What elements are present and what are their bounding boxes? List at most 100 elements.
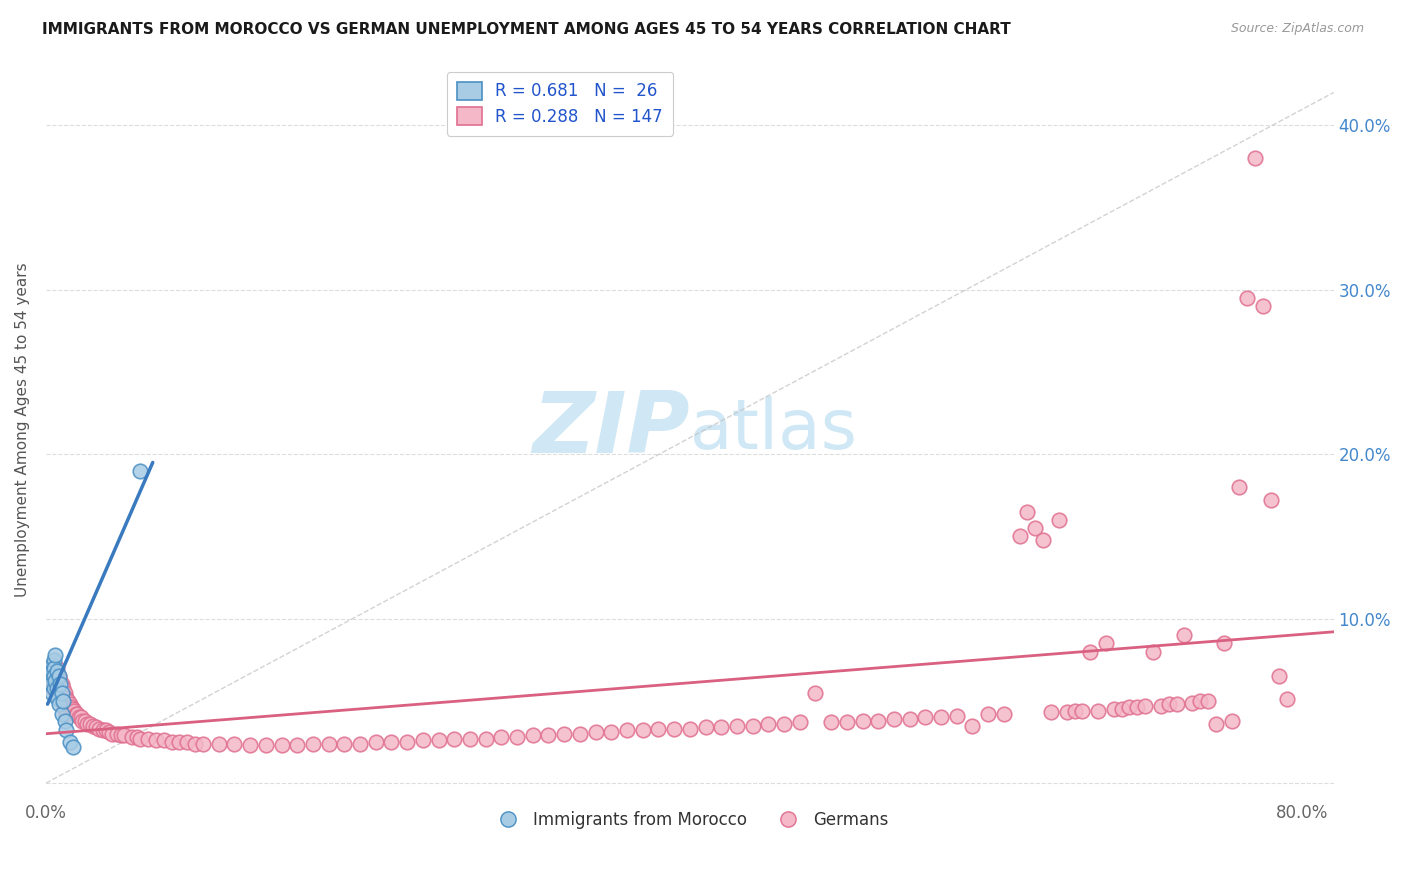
Point <box>208 737 231 751</box>
Point <box>58 697 80 711</box>
Point <box>1039 706 1062 720</box>
Point <box>75 714 97 728</box>
Point <box>69 710 91 724</box>
Point <box>1173 628 1195 642</box>
Point <box>993 706 1015 721</box>
Point <box>49 677 72 691</box>
Point <box>851 714 873 728</box>
Point <box>585 725 607 739</box>
Point <box>835 715 858 730</box>
Point <box>1126 700 1149 714</box>
Point <box>883 712 905 726</box>
Text: atlas: atlas <box>690 396 858 463</box>
Point <box>600 725 623 739</box>
Point <box>616 723 638 738</box>
Point <box>39 669 62 683</box>
Y-axis label: Unemployment Among Ages 45 to 54 years: Unemployment Among Ages 45 to 54 years <box>15 262 30 597</box>
Point <box>52 697 75 711</box>
Point <box>679 722 702 736</box>
Point <box>121 730 143 744</box>
Point <box>44 674 66 689</box>
Point <box>302 737 325 751</box>
Point <box>506 730 529 744</box>
Point <box>48 669 70 683</box>
Point <box>380 735 402 749</box>
Point <box>333 737 356 751</box>
Point <box>662 722 685 736</box>
Point <box>46 690 69 705</box>
Point <box>522 728 544 742</box>
Point <box>82 718 104 732</box>
Point <box>695 720 717 734</box>
Point <box>184 737 207 751</box>
Point <box>568 727 591 741</box>
Point <box>1197 694 1219 708</box>
Point <box>41 665 63 679</box>
Legend: Immigrants from Morocco, Germans: Immigrants from Morocco, Germans <box>484 805 896 836</box>
Point <box>364 735 387 749</box>
Point <box>41 686 63 700</box>
Point <box>176 735 198 749</box>
Point <box>48 697 70 711</box>
Point <box>60 700 83 714</box>
Point <box>129 464 152 478</box>
Point <box>962 718 984 732</box>
Point <box>1142 644 1164 658</box>
Point <box>1220 714 1243 728</box>
Point <box>1017 505 1039 519</box>
Point <box>48 686 70 700</box>
Point <box>42 669 65 683</box>
Point <box>51 686 73 700</box>
Point <box>725 718 748 732</box>
Point <box>48 669 70 683</box>
Point <box>285 738 308 752</box>
Point <box>396 735 419 749</box>
Point <box>1267 669 1289 683</box>
Point <box>145 733 167 747</box>
Point <box>1166 697 1188 711</box>
Point <box>929 710 952 724</box>
Point <box>318 737 340 751</box>
Point <box>152 733 174 747</box>
Point <box>270 738 292 752</box>
Point <box>67 710 90 724</box>
Text: ZIP: ZIP <box>533 388 690 471</box>
Point <box>55 690 77 705</box>
Point <box>1236 291 1258 305</box>
Point <box>55 706 77 721</box>
Point <box>1078 644 1101 658</box>
Point <box>1087 704 1109 718</box>
Point <box>65 706 87 721</box>
Point <box>1181 696 1204 710</box>
Point <box>42 657 65 672</box>
Text: IMMIGRANTS FROM MOROCCO VS GERMAN UNEMPLOYMENT AMONG AGES 45 TO 54 YEARS CORRELA: IMMIGRANTS FROM MOROCCO VS GERMAN UNEMPL… <box>42 22 1011 37</box>
Point <box>191 737 214 751</box>
Point <box>44 648 66 662</box>
Point <box>42 669 65 683</box>
Point <box>52 694 75 708</box>
Point <box>129 731 152 746</box>
Point <box>41 657 63 672</box>
Point <box>458 731 481 746</box>
Point <box>46 665 69 679</box>
Point <box>125 730 148 744</box>
Point <box>66 706 89 721</box>
Point <box>79 717 101 731</box>
Point <box>1024 521 1046 535</box>
Point <box>58 735 80 749</box>
Point <box>789 715 811 730</box>
Point <box>49 674 72 689</box>
Point <box>94 723 117 738</box>
Point <box>110 728 132 742</box>
Point <box>53 686 76 700</box>
Point <box>553 727 575 741</box>
Text: Source: ZipAtlas.com: Source: ZipAtlas.com <box>1230 22 1364 36</box>
Point <box>51 706 73 721</box>
Point <box>1102 702 1125 716</box>
Point <box>46 661 69 675</box>
Point <box>1205 717 1227 731</box>
Point <box>537 728 560 742</box>
Point <box>1189 694 1212 708</box>
Point <box>160 735 183 749</box>
Point <box>491 730 513 744</box>
